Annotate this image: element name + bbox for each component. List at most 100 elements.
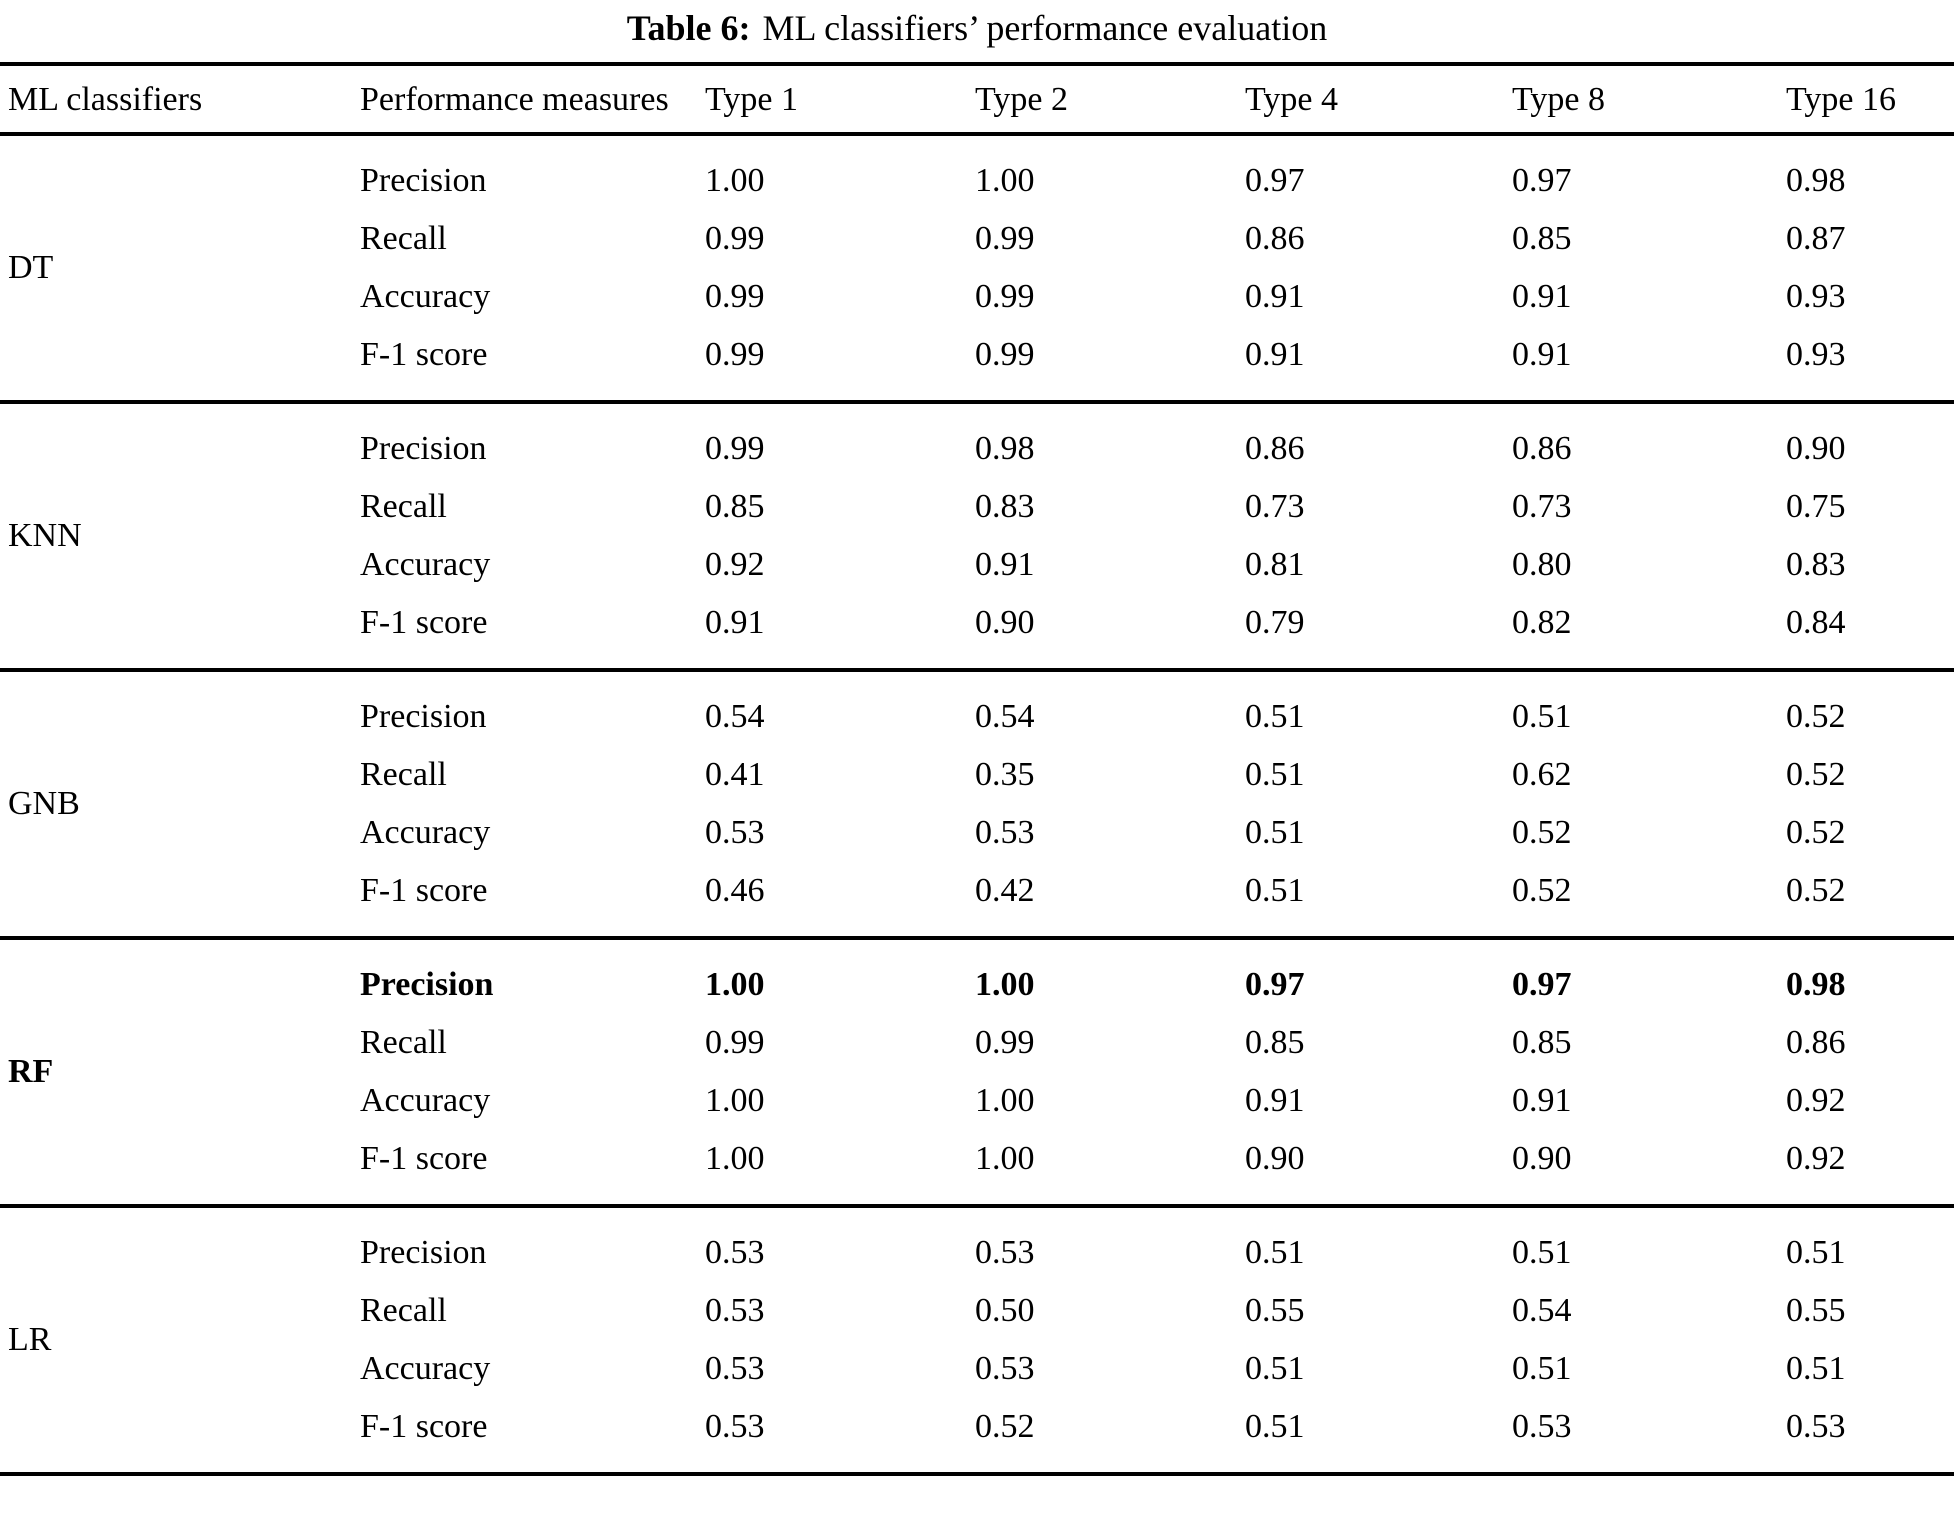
value-cell: 0.86 xyxy=(1786,1024,1846,1061)
value-cell: 0.53 xyxy=(705,1350,765,1387)
table-row: F-1 score 0.91 0.90 0.79 0.82 0.84 xyxy=(0,594,1954,672)
value-cell: 0.97 xyxy=(1512,162,1572,199)
value-cell: 0.93 xyxy=(1786,278,1846,315)
measure-label: Recall xyxy=(360,488,447,525)
value-cell: 0.99 xyxy=(705,1024,765,1061)
value-cell: 0.99 xyxy=(697,326,967,404)
value-cell: 0.52 xyxy=(1786,698,1846,735)
measure-label: Recall xyxy=(360,756,447,793)
table-row: DT Precision 1.00 1.00 0.97 0.97 0.98 xyxy=(0,134,1954,404)
value-cell: 0.91 xyxy=(1512,1082,1572,1119)
value-cell: 0.51 xyxy=(1245,814,1305,851)
value-cell: 0.91 xyxy=(1512,278,1572,315)
measure-label: Precision xyxy=(360,966,494,1003)
table-row: F-1 score 0.46 0.42 0.51 0.52 0.52 xyxy=(0,862,1954,940)
col-header-ml-classifiers: ML classifiers xyxy=(0,64,352,136)
value-cell: 0.86 xyxy=(1245,220,1305,257)
value-cell: 0.87 xyxy=(1786,220,1846,257)
value-cell: 0.80 xyxy=(1512,546,1572,583)
value-cell: 0.93 xyxy=(1778,326,1954,404)
table-row: Recall 0.99 0.99 0.85 0.85 0.86 xyxy=(0,1014,1954,1072)
table-row: RF Precision 1.00 1.00 0.97 0.97 0.98 xyxy=(0,938,1954,1208)
value-cell: 1.00 xyxy=(975,966,1035,1003)
measure-label: Recall xyxy=(360,1292,447,1329)
col-header-performance-measures: Performance measures xyxy=(352,64,697,136)
value-cell: 0.85 xyxy=(1512,220,1572,257)
measure-label: Precision xyxy=(360,698,487,735)
table-row: LR Precision 0.53 0.53 0.51 0.51 0.51 xyxy=(0,1206,1954,1358)
value-cell: 0.73 xyxy=(1512,488,1572,525)
col-header-type-16: Type 16 xyxy=(1778,64,1954,136)
value-cell: 0.83 xyxy=(975,488,1035,525)
measure-label: F-1 score xyxy=(360,1408,488,1445)
value-cell: 0.53 xyxy=(975,814,1035,851)
value-cell: 0.53 xyxy=(705,1408,765,1445)
classifier-name: KNN xyxy=(0,402,352,672)
measure-label: Recall xyxy=(360,1024,447,1061)
measure-label: F-1 score xyxy=(352,1130,697,1208)
value-cell: 0.51 xyxy=(1512,1350,1572,1387)
value-cell: 0.51 xyxy=(1245,756,1305,793)
value-cell: 1.00 xyxy=(967,1130,1237,1208)
value-cell: 0.91 xyxy=(1245,278,1305,315)
value-cell: 1.00 xyxy=(705,162,765,199)
value-cell: 0.85 xyxy=(1512,1024,1572,1061)
value-cell: 0.86 xyxy=(1245,430,1305,467)
value-cell: 0.99 xyxy=(705,220,765,257)
value-cell: 0.82 xyxy=(1504,594,1778,672)
value-cell: 0.90 xyxy=(1237,1130,1504,1208)
value-cell: 0.51 xyxy=(1245,1350,1305,1387)
value-cell: 0.51 xyxy=(1245,698,1305,735)
value-cell: 0.53 xyxy=(1786,1408,1846,1445)
value-cell: 0.51 xyxy=(1237,862,1504,940)
value-cell: 0.73 xyxy=(1245,488,1305,525)
measure-label: Precision xyxy=(360,1234,487,1271)
table-row: GNB Precision 0.54 0.54 0.51 0.51 0.52 xyxy=(0,670,1954,940)
value-cell: 0.90 xyxy=(1504,1130,1778,1208)
value-cell: 0.84 xyxy=(1778,594,1954,672)
value-cell: 0.54 xyxy=(1512,1292,1572,1329)
table-caption-label: Table 6: xyxy=(626,8,751,48)
table-row: Accuracy 0.99 0.99 0.91 0.91 0.93 xyxy=(0,268,1954,326)
classifier-name: RF xyxy=(0,938,352,1208)
value-cell: 0.86 xyxy=(1512,430,1572,467)
value-cell: 0.51 xyxy=(1786,1350,1846,1387)
value-cell: 0.52 xyxy=(1778,862,1954,940)
value-cell: 0.55 xyxy=(1245,1292,1305,1329)
value-cell: 0.75 xyxy=(1786,488,1846,525)
table-row: Recall 0.53 0.50 0.55 0.54 0.55 xyxy=(0,1282,1954,1340)
table-row: Accuracy 0.53 0.53 0.51 0.51 0.51 xyxy=(0,1340,1954,1398)
classifier-name: DT xyxy=(0,134,352,404)
value-cell: 0.52 xyxy=(975,1408,1035,1445)
measure-label: Accuracy xyxy=(360,1082,491,1119)
value-cell: 0.97 xyxy=(1512,966,1572,1003)
classifier-name: GNB xyxy=(0,670,352,940)
table-row: Recall 0.85 0.83 0.73 0.73 0.75 xyxy=(0,478,1954,536)
value-cell: 0.99 xyxy=(967,326,1237,404)
table-caption-text: ML classifiers’ performance evaluation xyxy=(762,8,1328,48)
value-cell: 0.97 xyxy=(1245,966,1305,1003)
measure-label: F-1 score xyxy=(352,862,697,940)
table-row: Accuracy 0.53 0.53 0.51 0.52 0.52 xyxy=(0,804,1954,862)
value-cell: 0.85 xyxy=(705,488,765,525)
value-cell: 0.51 xyxy=(1786,1234,1846,1271)
value-cell: 0.62 xyxy=(1512,756,1572,793)
value-cell: 1.00 xyxy=(705,966,765,1003)
value-cell: 0.99 xyxy=(975,220,1035,257)
value-cell: 0.53 xyxy=(705,814,765,851)
measure-label: F-1 score xyxy=(352,326,697,404)
measure-label: Accuracy xyxy=(360,278,491,315)
value-cell: 0.99 xyxy=(975,1024,1035,1061)
table-row: Accuracy 0.92 0.91 0.81 0.80 0.83 xyxy=(0,536,1954,594)
value-cell: 0.90 xyxy=(1786,430,1846,467)
value-cell: 0.85 xyxy=(1245,1024,1305,1061)
col-header-type-2: Type 2 xyxy=(967,64,1237,136)
table-body: DT Precision 1.00 1.00 0.97 0.97 0.98 Recall 0.9… xyxy=(0,134,1954,1474)
value-cell: 0.98 xyxy=(975,430,1035,467)
value-cell: 0.51 xyxy=(1512,698,1572,735)
value-cell: 0.52 xyxy=(1504,862,1778,940)
table-caption: Table 6: ML classifiers’ performance eval… xyxy=(0,0,1954,62)
value-cell: 1.00 xyxy=(697,1130,967,1208)
measure-label: Accuracy xyxy=(360,1350,491,1387)
